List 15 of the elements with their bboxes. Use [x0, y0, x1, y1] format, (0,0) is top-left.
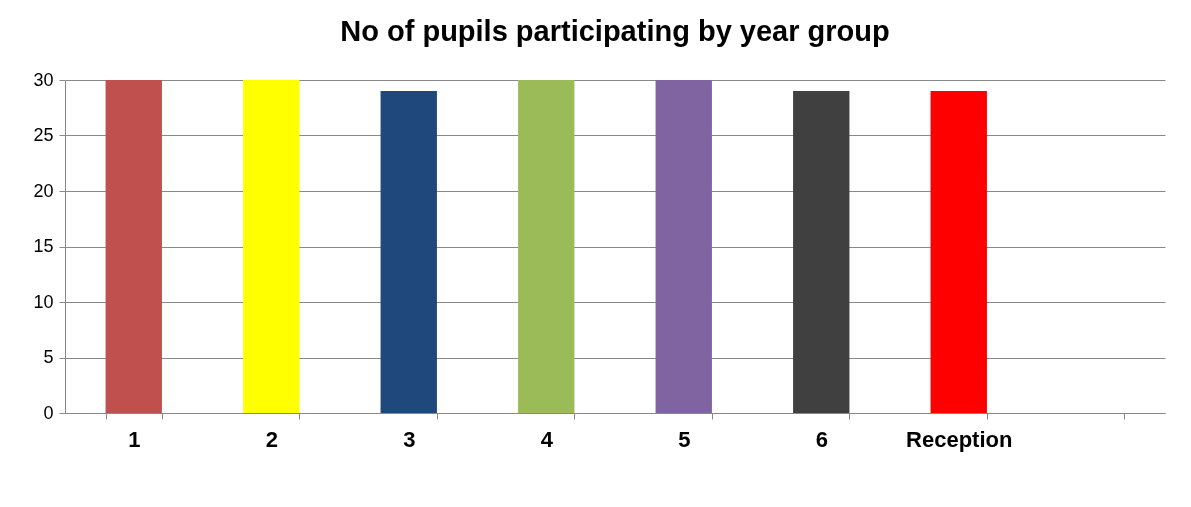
- x-tick-label: 4: [540, 426, 554, 452]
- y-tick-label: 10: [33, 291, 54, 312]
- y-tick-label: 0: [43, 402, 54, 423]
- y-tick-label: 15: [33, 236, 54, 256]
- y-tick-label: 5: [43, 347, 54, 367]
- x-tick-label: 2: [265, 426, 278, 452]
- y-tick-label: 30: [33, 69, 54, 90]
- x-tick-label: Reception: [906, 426, 1013, 452]
- x-tick-label: 3: [403, 426, 416, 452]
- chart-title: No of pupils participating by year group: [340, 15, 890, 47]
- x-tick-label: 5: [678, 426, 691, 452]
- y-tick-label: 25: [33, 125, 54, 145]
- x-tick-label: 6: [815, 426, 828, 452]
- y-tick-label: 20: [33, 180, 54, 201]
- x-tick-label: 1: [128, 426, 141, 452]
